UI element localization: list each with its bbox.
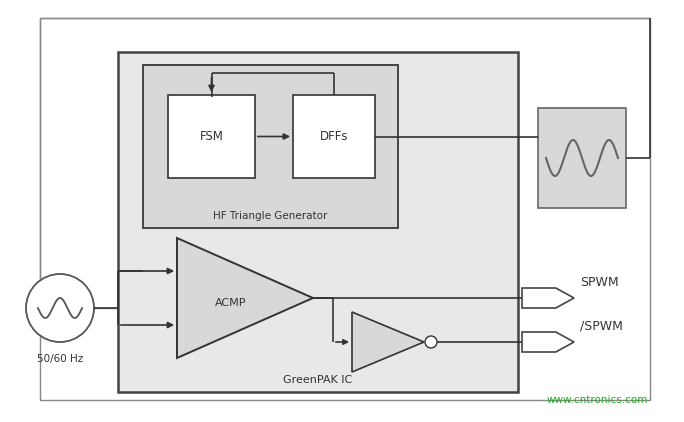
Text: SPWM: SPWM xyxy=(580,276,618,289)
Text: GreenPAK IC: GreenPAK IC xyxy=(283,375,353,385)
Polygon shape xyxy=(522,332,574,352)
Text: HF Triangle Generator: HF Triangle Generator xyxy=(213,211,328,221)
Text: FSM: FSM xyxy=(200,130,224,143)
Text: ACMP: ACMP xyxy=(215,298,247,308)
Text: DFFs: DFFs xyxy=(319,130,348,143)
Bar xyxy=(293,95,375,178)
Bar xyxy=(118,52,518,392)
Text: 50/60 Hz: 50/60 Hz xyxy=(37,354,83,364)
Polygon shape xyxy=(177,238,313,358)
Bar xyxy=(40,18,650,400)
Text: www.cntronics.com: www.cntronics.com xyxy=(547,395,648,405)
Bar xyxy=(538,108,626,208)
Polygon shape xyxy=(352,312,424,372)
Text: /SPWM: /SPWM xyxy=(580,319,623,333)
Bar xyxy=(168,95,255,178)
Circle shape xyxy=(26,274,94,342)
Bar xyxy=(143,65,398,228)
Polygon shape xyxy=(522,288,574,308)
Circle shape xyxy=(425,336,437,348)
